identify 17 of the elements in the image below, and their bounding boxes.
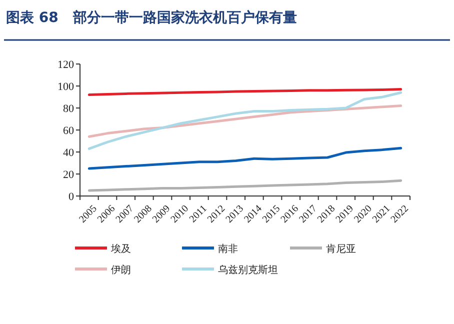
line-series (88, 179, 402, 192)
y-tick-label: 0 (68, 191, 74, 203)
line-series (88, 146, 402, 170)
chart-title: 图表 68 部分一带一路国家洗衣机百户保有量 (6, 9, 297, 26)
y-tick-label: 100 (58, 81, 74, 93)
line-series (88, 91, 402, 150)
legend-label: 肯尼亚 (326, 243, 356, 255)
legend-label: 伊朗 (111, 264, 131, 276)
x-tick-label: 2011 (188, 203, 210, 225)
legend-label: 乌兹别克斯坦 (218, 264, 278, 276)
legend-label: 南非 (218, 243, 238, 255)
y-tick-label: 40 (63, 147, 74, 159)
legend-label: 埃及 (110, 243, 131, 255)
y-tick-label: 60 (63, 125, 74, 137)
y-tick-label: 120 (58, 59, 74, 71)
y-tick-label: 80 (63, 103, 74, 115)
y-tick-label: 20 (63, 169, 74, 181)
